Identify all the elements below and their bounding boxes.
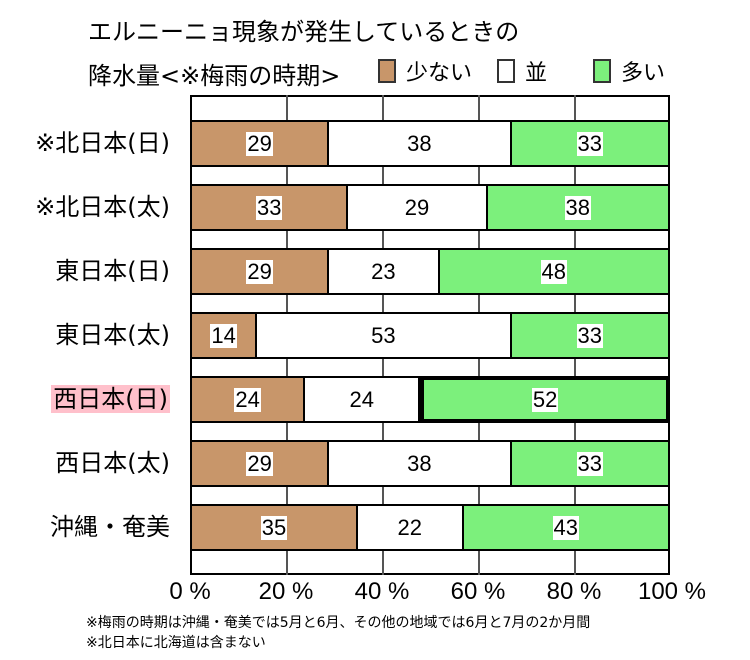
value-label: 33 — [576, 322, 604, 348]
value-label: 29 — [246, 130, 273, 156]
value-label: 38 — [564, 194, 592, 220]
legend-label-high: 多い — [621, 61, 666, 86]
bar-segment-mid: 38 — [329, 440, 512, 487]
value-label: 29 — [403, 194, 431, 220]
x-tick-0: 0 % — [169, 578, 211, 605]
category-label: 沖縄・奄美 — [0, 504, 170, 551]
x-tick-20: 20 % — [258, 578, 314, 605]
legend-item-mid: 並 — [497, 56, 547, 86]
value-label: 33 — [576, 130, 604, 156]
legend-item-high: 多い — [593, 56, 665, 86]
bar-row: 14 53 33 — [190, 312, 670, 359]
bar-row: 33 29 38 — [190, 184, 670, 231]
value-label: 24 — [348, 386, 376, 412]
bar-row: 24 24 52 — [190, 376, 670, 423]
chart-title-line1: エルニーニョ現象が発生しているときの — [88, 18, 520, 46]
category-label-text: ※北日本(日) — [35, 129, 170, 157]
value-label: 29 — [246, 258, 273, 284]
value-label: 24 — [234, 386, 261, 412]
bar-segment-high: 43 — [463, 504, 670, 551]
bar-row: 29 38 33 — [190, 120, 670, 167]
x-tick-100: 100 % — [637, 578, 707, 605]
category-label-text: ※北日本(太) — [35, 193, 170, 221]
bar-segment-low: 29 — [190, 440, 330, 487]
footnote-rainy-season: ※梅雨の時期は沖縄・奄美では5月と6月、その他の地域では6月と7月の2か月間 — [86, 615, 591, 631]
bar-segment-high: 33 — [511, 440, 670, 487]
bar-segment-mid: 38 — [329, 120, 512, 167]
value-label: 38 — [406, 450, 433, 476]
value-label: 48 — [540, 258, 568, 284]
value-label: 52 — [531, 386, 559, 412]
value-label: 38 — [406, 130, 433, 156]
value-label: 23 — [370, 258, 397, 284]
x-tick-60: 60 % — [450, 578, 506, 605]
bar-segment-high: 33 — [511, 120, 670, 167]
bar-row: 35 22 43 — [190, 504, 670, 551]
category-label: ※北日本(太) — [0, 184, 170, 231]
value-label: 22 — [396, 514, 424, 540]
bar-segment-low: 14 — [190, 312, 258, 359]
footnote-north-japan: ※北日本に北海道は含まない — [86, 635, 266, 651]
bar-segment-mid: 23 — [329, 248, 440, 295]
x-tick-80: 80 % — [546, 578, 602, 605]
bar-segment-low: 33 — [190, 184, 349, 231]
bar-segment-mid: 29 — [348, 184, 488, 231]
value-label: 53 — [370, 322, 397, 348]
legend-swatch-low — [378, 59, 396, 83]
category-label-text: 西日本(日) — [51, 385, 170, 413]
bar-segment-mid: 22 — [358, 504, 464, 551]
category-label: ※北日本(日) — [0, 120, 170, 167]
category-label: 西日本(太) — [0, 440, 170, 487]
value-label: 35 — [260, 514, 288, 540]
legend-label-mid: 並 — [525, 61, 548, 86]
bar-segment-high: 52 — [420, 376, 670, 423]
bar-segment-low: 29 — [190, 248, 330, 295]
value-label: 33 — [255, 194, 283, 220]
bar-segment-mid: 53 — [257, 312, 512, 359]
category-label: 東日本(太) — [0, 312, 170, 359]
bar-segment-high: 33 — [511, 312, 670, 359]
legend-swatch-mid — [497, 59, 515, 83]
chart-title-line2: 降水量<※梅雨の時期> — [88, 62, 341, 90]
bar-row: 29 38 33 — [190, 440, 670, 487]
category-label: 東日本(日) — [0, 248, 170, 295]
bar-segment-high: 38 — [487, 184, 670, 231]
category-label-text: 東日本(日) — [55, 257, 170, 285]
value-label: 43 — [552, 514, 580, 540]
category-label-text: 西日本(太) — [55, 449, 170, 477]
bar-segment-high: 48 — [439, 248, 670, 295]
bar-segment-mid: 24 — [305, 376, 421, 423]
x-tick-40: 40 % — [354, 578, 410, 605]
legend-label-low: 少ない — [406, 61, 473, 86]
bar-segment-low: 35 — [190, 504, 358, 551]
category-label-text: 東日本(太) — [55, 321, 170, 349]
bar-row: 29 23 48 — [190, 248, 670, 295]
legend-item-low: 少ない — [378, 56, 472, 86]
category-label-text: 沖縄・奄美 — [50, 513, 170, 541]
category-label: 西日本(日) — [0, 376, 170, 423]
value-label: 14 — [210, 322, 237, 348]
bar-segment-low: 24 — [190, 376, 306, 423]
legend-swatch-high — [593, 59, 611, 83]
bar-segment-low: 29 — [190, 120, 330, 167]
value-label: 33 — [576, 450, 604, 476]
value-label: 29 — [246, 450, 273, 476]
